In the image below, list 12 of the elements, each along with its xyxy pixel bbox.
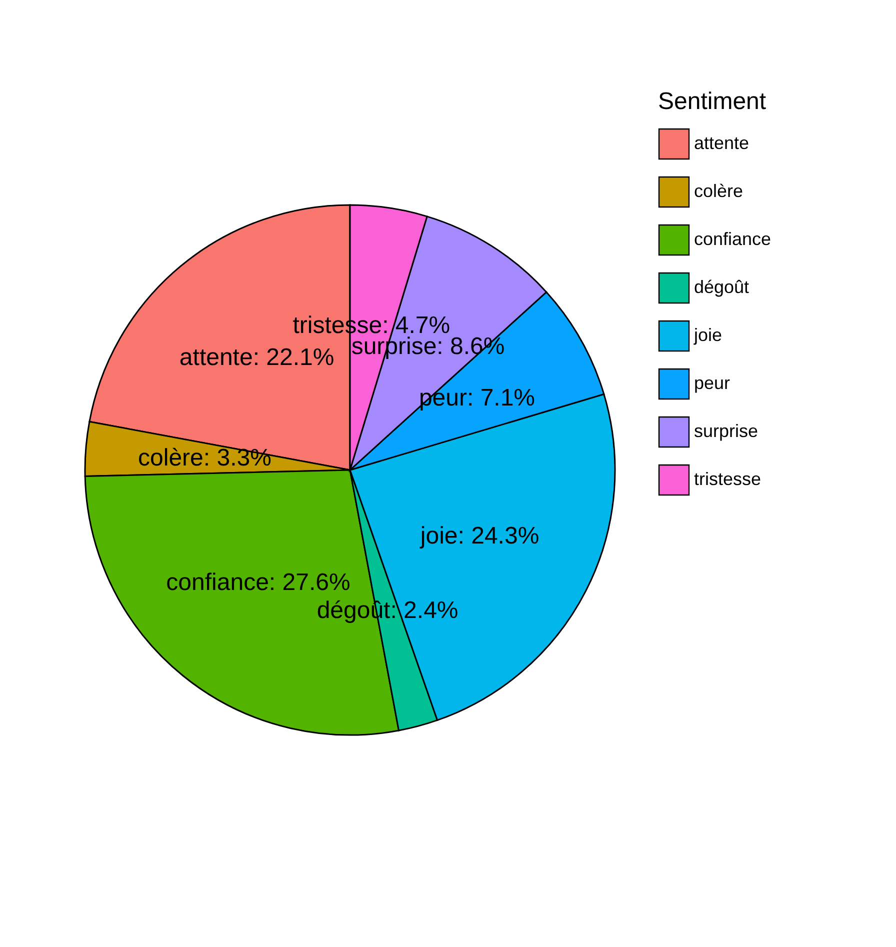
- legend-label: colère: [694, 181, 744, 201]
- legend-title: Sentiment: [658, 88, 766, 115]
- legend-label: surprise: [694, 421, 758, 441]
- data-label: attente: 22.1%: [179, 344, 334, 371]
- legend-label: attente: [694, 133, 750, 153]
- legend-label: joie: [693, 325, 722, 345]
- data-label: joie: 24.3%: [419, 522, 540, 550]
- legend-label: tristesse: [694, 469, 762, 489]
- legend-label: peur: [694, 373, 730, 393]
- data-label: confiance: 27.6%: [166, 569, 350, 596]
- legend-label: dégoût: [694, 277, 750, 297]
- legend-label: confiance: [694, 229, 772, 249]
